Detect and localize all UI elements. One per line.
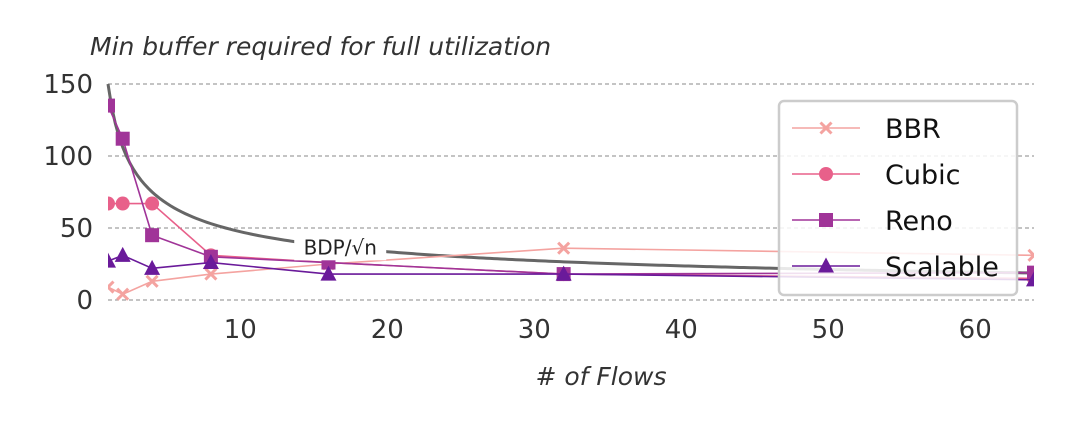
data-point-cubic <box>115 196 130 211</box>
y-tick-label-50: 50 <box>60 214 93 244</box>
data-point-reno <box>115 131 130 146</box>
y-axis-title: Min buffer required for full utilization <box>90 32 551 61</box>
data-point-scalable <box>114 246 131 262</box>
data-point-cubic <box>145 196 160 211</box>
series-scalable <box>108 246 1034 287</box>
legend-label: Reno <box>885 206 953 237</box>
legend-item-bbr: BBR <box>792 114 941 145</box>
legend-box <box>777 99 1019 297</box>
legend-item-scalable: Scalable <box>792 252 999 283</box>
series-layer <box>108 98 1034 301</box>
legend-label: BBR <box>885 114 941 145</box>
x-tick-label-30: 30 <box>518 315 551 345</box>
x-tick-label-20: 20 <box>371 315 404 345</box>
data-point-bbr <box>145 274 159 288</box>
data-point-reno <box>1027 265 1034 280</box>
y-tick-label-0: 0 <box>76 286 93 316</box>
x-tick-label-60: 60 <box>959 315 992 345</box>
x-tick-label-40: 40 <box>665 315 698 345</box>
legend: BBR Cubic Reno Scalable <box>777 99 1019 297</box>
data-point-scalable <box>108 252 116 268</box>
data-point-scalable <box>555 265 572 281</box>
legend-item-reno: Reno <box>792 206 953 237</box>
legend-marker-icon <box>819 167 833 181</box>
legend-marker-icon <box>819 121 833 135</box>
data-point-reno <box>108 98 115 113</box>
legend-label: Scalable <box>885 252 999 283</box>
data-point-cubic <box>108 196 115 211</box>
reference-curve-label: BDP/√n <box>304 235 377 259</box>
data-point-scalable <box>320 265 337 281</box>
legend-item-cubic: Cubic <box>792 160 960 191</box>
y-tick-label-100: 100 <box>43 142 93 172</box>
data-point-bbr <box>204 267 218 281</box>
x-tick-labels: 10 20 30 40 50 60 <box>224 315 992 345</box>
y-tick-labels: 0 50 100 150 <box>43 70 93 316</box>
data-point-scalable <box>1026 271 1034 287</box>
legend-marker-icon <box>818 257 834 273</box>
data-point-scalable <box>144 259 161 275</box>
data-point-bbr <box>116 287 130 301</box>
annotation-layer: BDP/√n <box>294 230 387 261</box>
x-axis-title: # of Flows <box>535 362 666 391</box>
legend-label: Cubic <box>885 160 960 191</box>
data-point-bbr <box>108 280 115 294</box>
data-point-bbr <box>557 241 571 255</box>
x-tick-label-10: 10 <box>224 315 257 345</box>
legend-marker-icon <box>819 213 833 227</box>
x-tick-label-50: 50 <box>812 315 845 345</box>
data-point-reno <box>145 228 160 243</box>
y-tick-label-150: 150 <box>43 70 93 100</box>
data-point-bbr <box>1027 248 1034 262</box>
data-point-scalable <box>202 254 219 270</box>
reference-label-box <box>294 230 387 261</box>
